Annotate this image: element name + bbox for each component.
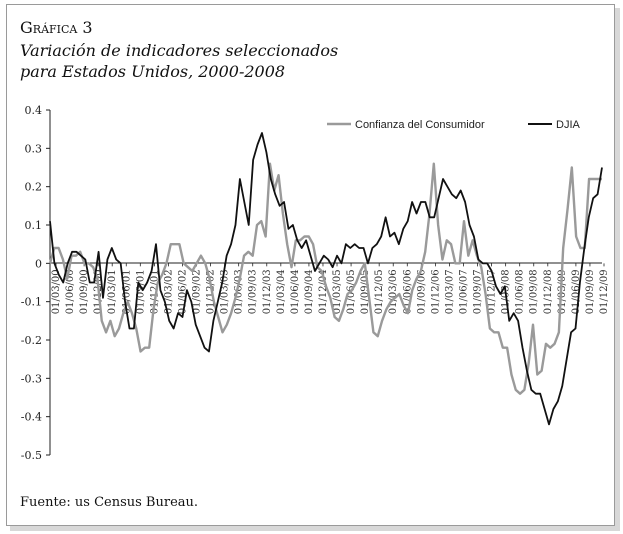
- x-tick-label: 01/09/00: [79, 269, 90, 314]
- source-note: Fuente: us Census Bureau.: [20, 495, 199, 510]
- x-tick-label: 01/03/05: [332, 269, 343, 314]
- x-tick-label: 01/06/09: [571, 269, 582, 314]
- figure-title-line1: Variación de indicadores seleccionados: [20, 41, 339, 60]
- y-tick-label: 0: [35, 257, 42, 270]
- figure-label: Gráfica 3: [20, 18, 93, 37]
- x-tick-label: 01/09/07: [473, 269, 484, 314]
- series-lines: [48, 132, 603, 426]
- x-tick-label: 01/03/07: [444, 269, 455, 314]
- y-tick-label: 0.4: [25, 104, 43, 117]
- x-tick-label: 01/12/03: [262, 269, 273, 314]
- y-tick-label: -0.3: [21, 372, 42, 385]
- y-tick-label: 0.2: [25, 181, 43, 194]
- x-tick-label: 01/06/00: [65, 269, 76, 314]
- y-tick-label: -0.5: [21, 449, 42, 462]
- frame-shadow-bottom: [10, 526, 620, 531]
- figure-title: Variación de indicadores seleccionados p…: [20, 40, 580, 82]
- x-tick-label: 01/06/01: [121, 269, 132, 314]
- series-line-djia: [49, 132, 603, 426]
- x-tick-label: 01/09/04: [304, 269, 315, 314]
- x-tick-label: 01/09/01: [135, 269, 146, 314]
- x-tick-label: 01/12/01: [149, 269, 160, 314]
- y-tick-label: -0.1: [21, 296, 42, 309]
- figure-title-line2: para Estados Unidos, 2000-2008: [20, 62, 286, 81]
- x-tick-label: 01/12/08: [543, 269, 554, 314]
- y-tick-label: 0.3: [25, 142, 43, 155]
- x-tick-label: 01/09/06: [416, 269, 427, 314]
- x-ticks: 01/03/00 01/06/00 01/09/00 01/12/00 01/03/01…: [51, 263, 610, 314]
- x-tick-label: 01/09/02: [192, 269, 203, 314]
- x-tick-label: 01/03/04: [276, 269, 287, 314]
- x-tick-label: 01/06/03: [234, 269, 245, 314]
- x-tick-label: 01/12/06: [430, 269, 441, 314]
- legend-label: DJIA: [556, 119, 581, 131]
- y-ticks: 0.4 0.3 0.2 0.1 0 -0.1 -0.2 -0.3 -0.4 -0.5: [21, 104, 50, 462]
- x-tick-label: 01/12/07: [487, 269, 498, 314]
- x-tick-label: 01/09/09: [585, 269, 596, 314]
- series-line-confianza: [48, 162, 602, 395]
- x-tick-label: 01/06/06: [402, 269, 413, 314]
- y-tick-label: 0.1: [25, 219, 43, 232]
- legend-label: Confianza del Consumidor: [355, 119, 485, 131]
- x-tick-label: 01/03/01: [107, 269, 118, 314]
- x-tick-label: 01/06/02: [177, 269, 188, 314]
- x-tick-label: 01/12/04: [318, 269, 329, 314]
- x-tick-label: 01/03/00: [51, 269, 62, 314]
- x-tick-label: 01/03/06: [388, 269, 399, 314]
- y-tick-label: -0.2: [21, 334, 42, 347]
- x-tick-label: 01/03/02: [163, 269, 174, 314]
- x-tick-label: 01/03/03: [220, 269, 231, 314]
- x-tick-label: 01/03/09: [557, 269, 568, 314]
- x-tick-label: 01/09/05: [360, 269, 371, 314]
- y-tick-label: -0.4: [21, 411, 42, 424]
- x-tick-label: 01/06/07: [458, 269, 469, 314]
- x-tick-label: 01/09/08: [529, 269, 540, 314]
- legend: Confianza del Consumidor DJIA: [327, 119, 581, 131]
- x-tick-label: 01/06/08: [515, 269, 526, 314]
- x-tick-label: 01/12/09: [599, 269, 610, 314]
- x-tick-label: 01/06/04: [290, 269, 301, 314]
- x-tick-label: 01/12/05: [374, 269, 385, 314]
- frame-shadow-right: [615, 8, 620, 529]
- x-tick-label: 01/09/03: [248, 269, 259, 314]
